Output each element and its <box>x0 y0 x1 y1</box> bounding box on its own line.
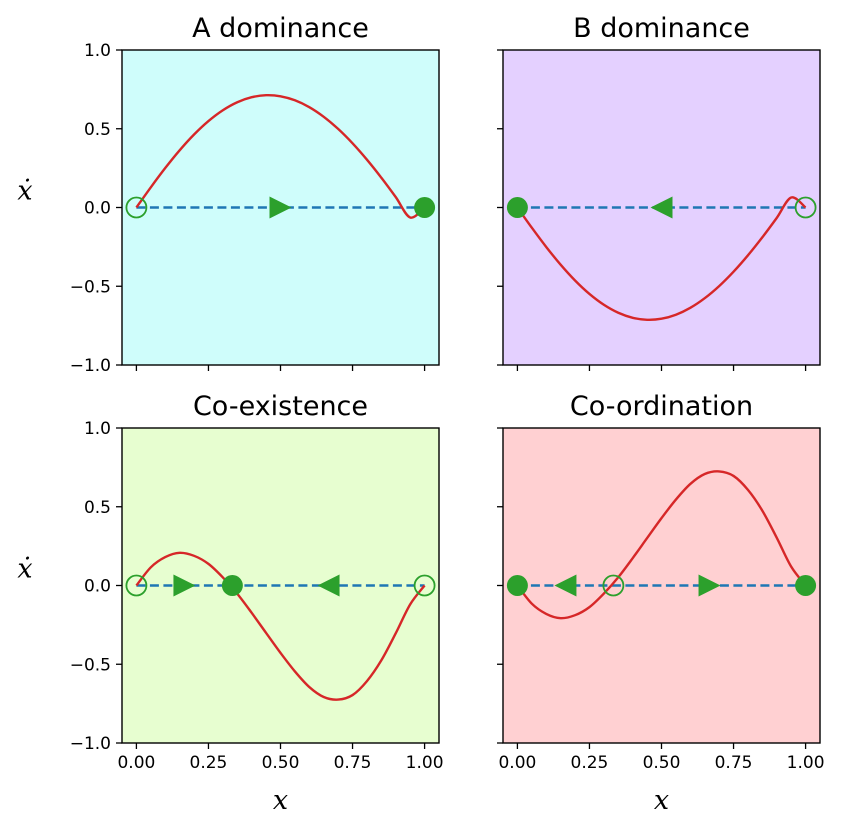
panel-3: 0.00 0.25 0.50 0.75 1.00 1.0 0.5 0.0 −0.5 −1.0 Co-… <box>17 391 443 816</box>
fixed-point-unstable <box>125 196 148 219</box>
series-line <box>135 551 426 701</box>
y-tick-label: 0.0 <box>84 199 111 219</box>
y-tick-label: 1.0 <box>84 41 111 61</box>
plot-area <box>135 93 426 219</box>
panel-4: 0.00 0.25 0.50 0.75 1.00 Co-ordination x <box>497 391 825 816</box>
fixed-point-stable <box>414 197 436 218</box>
y-tick-label: 0.0 <box>84 577 111 597</box>
flow-arrow-left <box>650 196 673 219</box>
y-tick-label: −0.5 <box>70 655 111 675</box>
panel-title: A dominance <box>192 13 369 44</box>
fixed-point-stable <box>795 575 817 596</box>
series-line <box>516 196 807 322</box>
panel-1: 1.0 0.5 0.0 −0.5 −1.0 A dominance ẋ <box>17 13 440 376</box>
x-tick-label: 0.50 <box>643 753 681 773</box>
x-tick-label: 0.00 <box>498 753 536 773</box>
fixed-point-unstable <box>794 196 817 219</box>
plot-area <box>516 196 807 322</box>
y-tick-label: −1.0 <box>70 356 111 376</box>
flow-arrow-right <box>698 574 721 597</box>
fixed-point-unstable <box>413 574 436 597</box>
panel-2: B dominance <box>497 13 821 371</box>
series-line <box>135 93 426 219</box>
x-tick-label: 1.00 <box>406 753 444 773</box>
flow-arrow-left <box>554 574 577 597</box>
y-tick-label: 0.5 <box>84 120 111 140</box>
flow-arrow-left <box>317 574 340 597</box>
fixed-point-stable <box>221 575 243 596</box>
x-tick-label: 0.00 <box>117 753 155 773</box>
x-tick-label: 0.75 <box>715 753 753 773</box>
x-tick-label: 0.25 <box>190 753 228 773</box>
y-axis-label: ẋ <box>17 176 32 207</box>
panel-title: B dominance <box>573 13 750 44</box>
flow-arrow-right <box>269 196 292 219</box>
y-tick-label: 0.5 <box>84 498 111 518</box>
flow-arrow-right <box>173 574 196 597</box>
panel-title: Co-existence <box>193 391 368 422</box>
fixed-point-unstable <box>125 574 148 597</box>
fixed-point-stable <box>506 197 528 218</box>
x-axis-label: x <box>273 785 288 816</box>
y-tick-label: −0.5 <box>70 277 111 297</box>
fixed-point-stable <box>506 575 528 596</box>
x-tick-label: 1.00 <box>787 753 825 773</box>
x-axis-label: x <box>654 785 669 816</box>
series-line <box>516 470 807 620</box>
x-tick-label: 0.25 <box>571 753 609 773</box>
fixed-point-unstable <box>602 574 625 597</box>
x-tick-label: 0.50 <box>262 753 300 773</box>
panel-title: Co-ordination <box>570 391 753 422</box>
y-axis-label: ẋ <box>17 554 32 585</box>
y-tick-label: 1.0 <box>84 419 111 439</box>
x-tick-label: 0.75 <box>334 753 372 773</box>
y-tick-label: −1.0 <box>70 734 111 754</box>
